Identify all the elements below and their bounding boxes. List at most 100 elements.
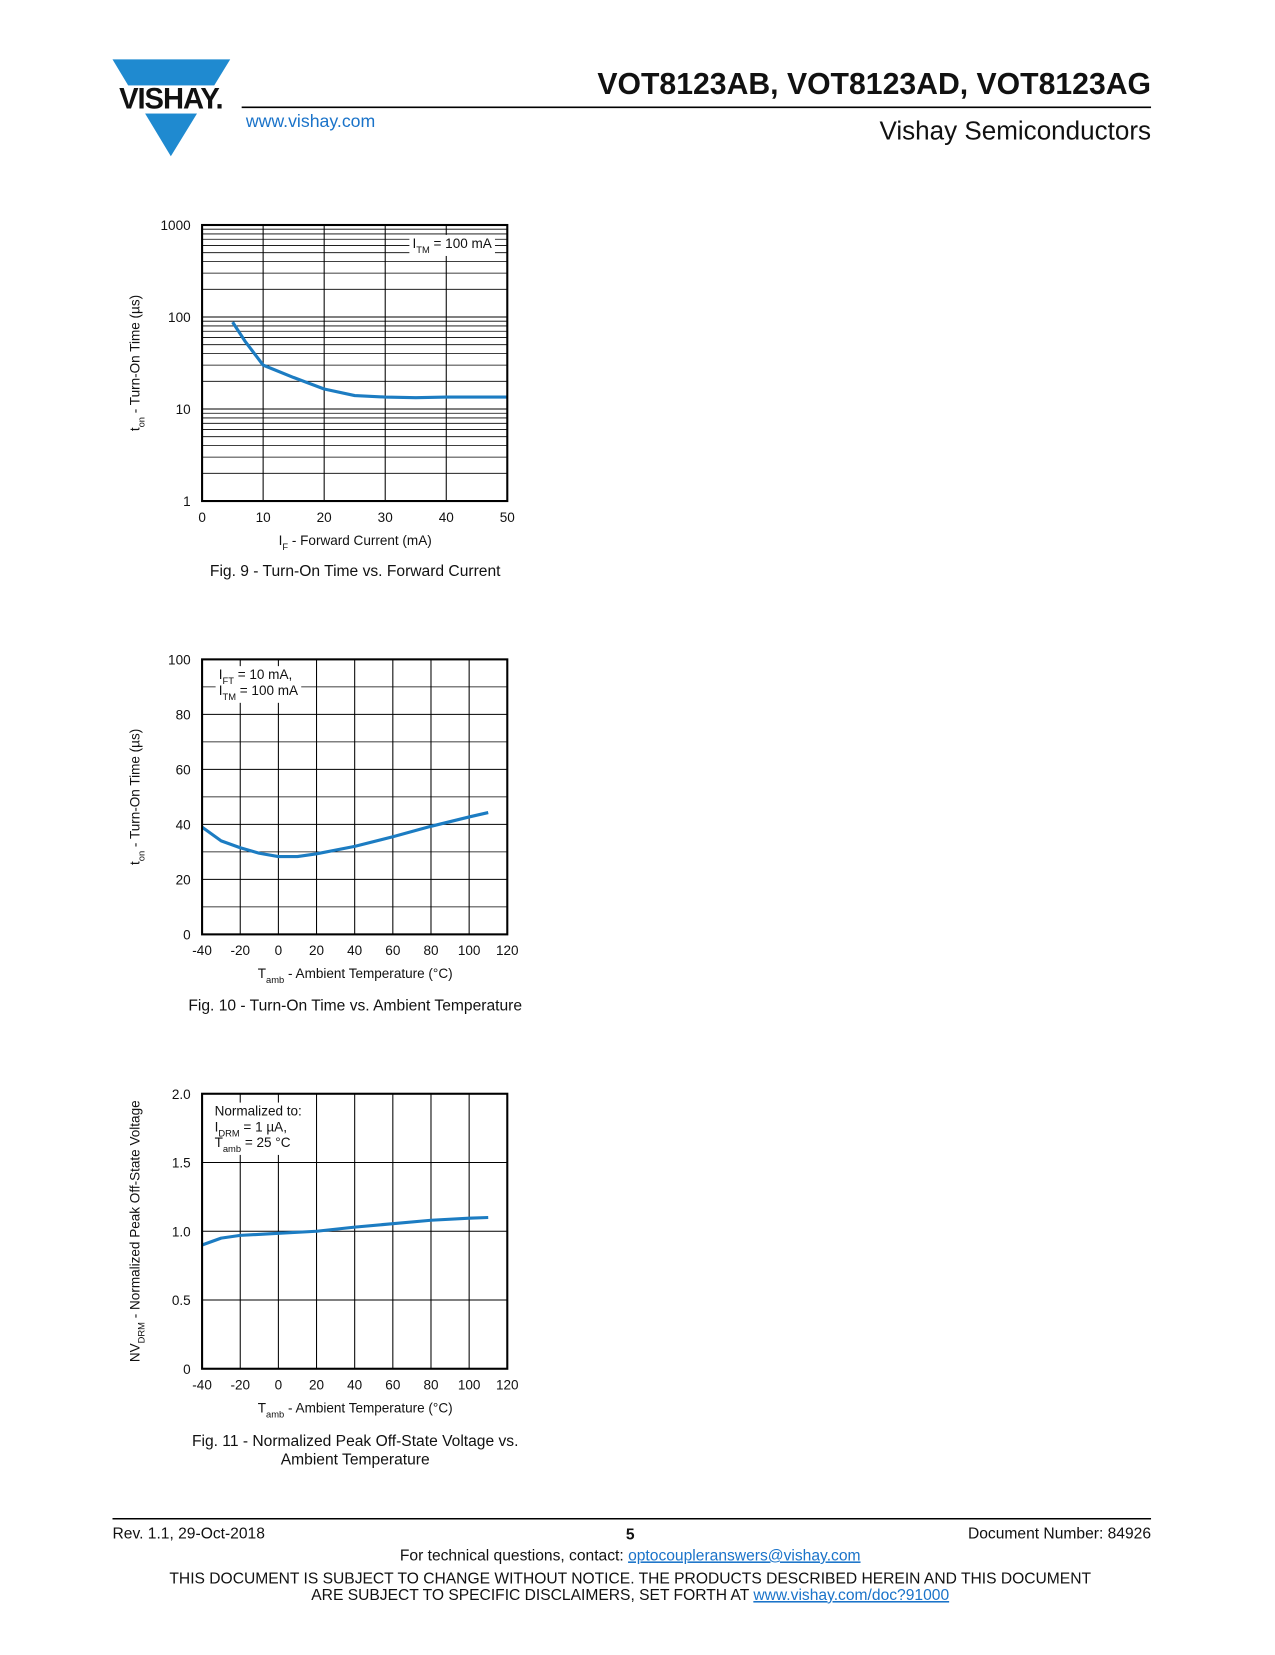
figure-caption: Fig. 11 - Normalized Peak Off-State Volt…: [192, 1433, 519, 1450]
text-run: = 100 mA: [430, 236, 492, 251]
annotation: ITM = 100 mA: [413, 236, 492, 255]
disclaimer-text: ARE SUBJECT TO SPECIFIC DISCLAIMERS, SET…: [311, 1587, 753, 1604]
logo-band: [106, 85, 236, 114]
annotation-line: Tamb = 25 °C: [215, 1135, 291, 1154]
text-run: - Normalized Peak Off-State Voltage: [128, 1100, 143, 1322]
site-link[interactable]: www.vishay.com: [245, 111, 375, 131]
email-link[interactable]: optocoupleranswers@vishay.com: [628, 1547, 860, 1564]
text-run: t: [128, 427, 143, 431]
disclaimer: THIS DOCUMENT IS SUBJECT TO CHANGE WITHO…: [169, 1570, 1091, 1587]
annotation-background: [409, 234, 495, 256]
page-number: 5: [626, 1527, 635, 1544]
x-tick-label: 0: [198, 510, 206, 525]
text-run: - Turn-On Time (µs): [128, 295, 143, 417]
curve: [231, 321, 508, 400]
x-tick-label: 40: [439, 510, 454, 525]
contact-text: For technical questions, contact:: [400, 1547, 628, 1564]
curve: [201, 1215, 489, 1247]
x-tick-label: 0: [275, 1378, 283, 1393]
annotation-line: IFT = 10 mA,: [219, 667, 293, 686]
subscript: amb: [266, 1410, 284, 1420]
x-axis-label: Tamb - Ambient Temperature (°C): [258, 966, 453, 985]
y-tick-label: 1.5: [172, 1156, 191, 1171]
x-tick-label: 10: [256, 510, 271, 525]
logo-text: VISHAY.: [119, 83, 222, 115]
disclaimer-link[interactable]: www.vishay.com/doc?91000: [752, 1587, 949, 1604]
text-run: T: [258, 966, 266, 981]
x-tick-label: 40: [347, 1378, 362, 1393]
y-tick-label: 80: [176, 708, 191, 723]
plot-frame: [201, 658, 509, 936]
x-tick-label: -20: [230, 943, 250, 958]
subscript: amb: [223, 1144, 241, 1154]
x-axis-label: Tamb - Ambient Temperature (°C): [258, 1401, 453, 1420]
doc-title: VOT8123AB, VOT8123AD, VOT8123AG: [597, 68, 1151, 101]
text-run: I: [219, 667, 223, 682]
subscript: TM: [223, 692, 237, 702]
contact-line: For technical questions, contact: optoco…: [400, 1547, 861, 1564]
y-tick-label: 0: [183, 928, 191, 943]
text-run: Normalized to:: [215, 1104, 302, 1119]
text-run: - Turn-On Time (µs): [128, 729, 143, 851]
text-run: = 10 mA,: [234, 667, 292, 682]
x-tick-label: 0: [275, 943, 283, 958]
y-tick-label: 1.0: [172, 1224, 191, 1239]
x-tick-label: 20: [309, 1378, 324, 1393]
plot-frame: [201, 223, 509, 503]
y-tick-label: 1000: [161, 218, 191, 233]
x-tick-label: -20: [230, 1378, 250, 1393]
figure-caption: Ambient Temperature: [281, 1452, 430, 1469]
text-run: I: [215, 1119, 219, 1134]
x-tick-label: 120: [496, 1378, 519, 1393]
x-tick-label: 60: [385, 943, 400, 958]
x-tick-label: 80: [423, 1378, 438, 1393]
subscript: DRM: [218, 1128, 240, 1138]
y-tick-label: 1: [183, 494, 191, 509]
y-tick-label: 20: [176, 873, 191, 888]
x-tick-label: 40: [347, 943, 362, 958]
subscript: FT: [223, 676, 235, 686]
y-tick-label: 40: [176, 818, 191, 833]
x-tick-label: -40: [192, 1378, 212, 1393]
subscript: on: [137, 417, 147, 427]
plot-frame: [201, 1092, 509, 1370]
subscript: F: [282, 542, 288, 552]
text-run: T: [258, 1401, 266, 1416]
subscript: DRM: [137, 1322, 147, 1344]
y-tick-label: 100: [168, 310, 191, 325]
text-run: I: [279, 533, 283, 548]
annotation-line: ITM = 100 mA: [413, 236, 492, 255]
y-tick-label: 60: [176, 763, 191, 778]
x-tick-label: 30: [378, 510, 393, 525]
annotation-line: IDRM = 1 µA,: [215, 1119, 287, 1138]
x-tick-label: 100: [458, 1378, 481, 1393]
curve: [201, 811, 489, 859]
annotation-background: [215, 666, 302, 703]
figure-caption: Fig. 10 - Turn-On Time vs. Ambient Tempe…: [188, 997, 522, 1014]
subscript: amb: [266, 975, 284, 985]
y-tick-label: 10: [176, 402, 191, 417]
doc-number: Document Number: 84926: [968, 1526, 1151, 1543]
subscript: TM: [416, 245, 430, 255]
y-axis-label: NVDRM - Normalized Peak Off-State Voltag…: [128, 1100, 147, 1362]
y-tick-label: 2.0: [172, 1087, 191, 1102]
y-tick-label: 0: [183, 1362, 191, 1377]
x-tick-label: 120: [496, 943, 519, 958]
text-run: = 100 mA: [236, 683, 298, 698]
text-run: I: [413, 236, 417, 251]
figure-caption: Fig. 9 - Turn-On Time vs. Forward Curren…: [210, 563, 501, 580]
y-axis-label: ton - Turn-On Time (µs): [128, 729, 147, 865]
revision: Rev. 1.1, 29-Oct-2018: [113, 1526, 265, 1543]
text-run: - Forward Current (mA): [288, 533, 432, 548]
x-tick-label: 80: [423, 943, 438, 958]
annotation-background: [211, 1102, 305, 1155]
x-tick-label: 100: [458, 943, 481, 958]
text-run: T: [215, 1135, 223, 1150]
text-run: = 25 °C: [241, 1135, 291, 1150]
text-run: = 1 µA,: [240, 1119, 287, 1134]
annotation: IFT = 10 mA, ITM = 100 mA: [219, 667, 298, 702]
x-axis-label: IF - Forward Current (mA): [279, 533, 432, 552]
text-run: I: [219, 683, 223, 698]
doc-subtitle: Vishay Semiconductors: [879, 116, 1151, 146]
